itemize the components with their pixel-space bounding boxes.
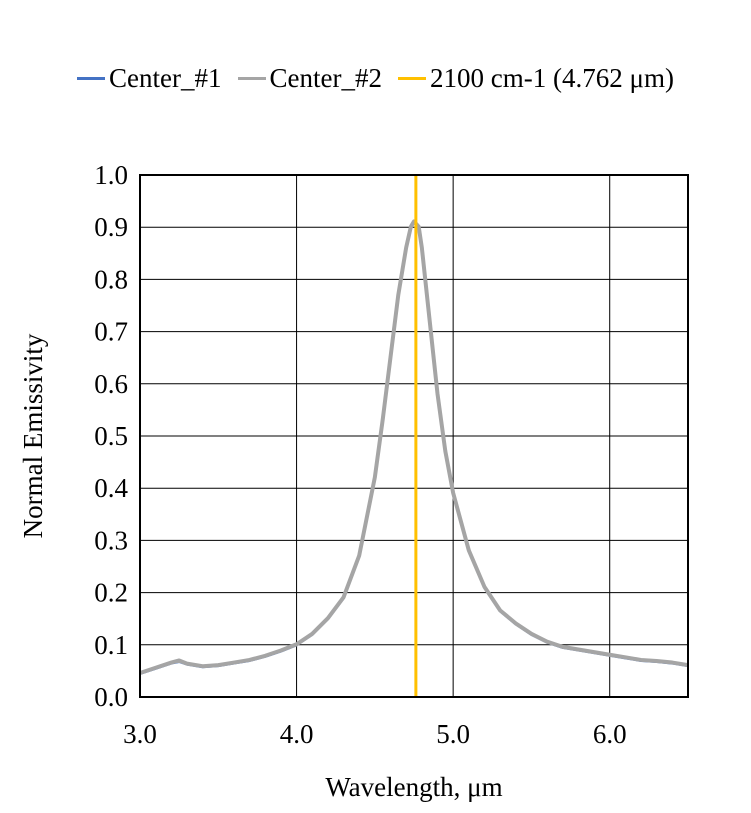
y-tick-label: 0.0 (94, 682, 128, 712)
plot-frame (139, 174, 689, 698)
y-tick-label: 0.5 (94, 421, 128, 451)
legend-label-center-1: Center_#1 (109, 62, 222, 93)
x-tick-label: 4.0 (280, 719, 314, 749)
legend-swatch-center-1 (77, 76, 106, 80)
y-tick-label: 0.7 (94, 317, 128, 347)
x-tick-label: 3.0 (123, 719, 157, 749)
legend-item-center-2: Center_#2 (237, 62, 383, 94)
y-tick-label: 0.6 (94, 369, 128, 399)
y-tick-label: 0.8 (94, 264, 128, 294)
legend-label-center-2: Center_#2 (269, 62, 383, 93)
y-tick-label: 0.3 (94, 525, 128, 555)
y-tick-label: 1.0 (94, 160, 128, 190)
y-tick-label: 0.2 (94, 578, 128, 608)
legend-swatch-center-2 (237, 76, 266, 80)
y-axis-title: Normal Emissivity (18, 333, 48, 538)
y-tick-label: 0.9 (94, 212, 128, 242)
y-tick-label: 0.4 (94, 473, 128, 503)
series-layer (139, 175, 689, 697)
tick-labels: 0.0 0.1 0.2 0.3 0.4 0.5 0.6 0.7 0.8 0.9 1.0 3.0 4.0 5… (94, 160, 626, 749)
series-line-2 (139, 219, 689, 675)
legend-swatch-2100-line (398, 76, 427, 80)
chart-legend: Center_#1 Center_#2 2100 cm-1 (4.762 μm) (0, 58, 751, 98)
legend-item-center-1: Center_#1 (77, 62, 222, 94)
x-axis-title: Wavelength, μm (325, 772, 502, 802)
y-tick-label: 0.1 (94, 630, 128, 660)
legend-label-2100-line: 2100 cm-1 (4.762 μm) (430, 62, 674, 93)
x-tick-label: 5.0 (436, 719, 470, 749)
legend-item-2100-line: 2100 cm-1 (4.762 μm) (398, 63, 674, 94)
x-tick-label: 6.0 (593, 719, 627, 749)
